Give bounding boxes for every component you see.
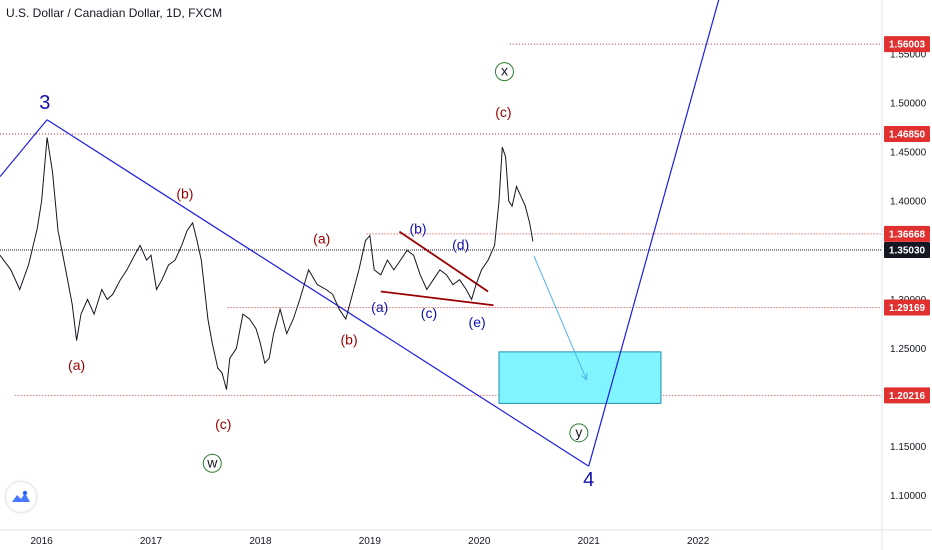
y-tick-label: 1.50000 [890, 99, 927, 110]
chart-title: U.S. Dollar / Canadian Dollar, 1D, FXCM [6, 6, 223, 20]
price-badge-label: 1.35030 [889, 245, 926, 256]
target-zone-box[interactable] [498, 351, 662, 404]
y-tick-label: 1.40000 [890, 197, 927, 208]
price-badge[interactable] [884, 36, 930, 53]
trend-lines [0, 0, 726, 467]
y-tick-label: 1.15000 [890, 442, 927, 453]
price-badge-label: 1.36668 [889, 229, 926, 240]
wave-label: (a) [313, 231, 330, 247]
wave-label: (c) [421, 305, 437, 321]
wave-label: y [575, 424, 582, 440]
wave-label: 4 [583, 469, 594, 491]
wave-label: (c) [495, 104, 511, 120]
wave-label: (c) [215, 416, 231, 432]
wave-channel-line[interactable] [0, 119, 48, 178]
wave-label: 3 [39, 92, 50, 114]
price-axis: 1.550001.500001.450001.400001.350001.300… [882, 0, 932, 530]
price-badge-label: 1.29169 [889, 303, 926, 314]
wave-label: w [206, 454, 218, 470]
y-tick-label: 1.25000 [890, 344, 927, 355]
x-tick-label: 2019 [359, 536, 382, 547]
wave-labels: 3 (a) (b) (c) w (a) (b) (a) (b) (c) (d) (e) (c) x y 4 [39, 62, 594, 491]
wave-circle-marker [569, 423, 589, 443]
x-tick-label: 2018 [249, 536, 272, 547]
wave-label: (b) [409, 221, 426, 237]
y-tick-label: 1.10000 [890, 491, 927, 502]
x-tick-label: 2016 [30, 536, 53, 547]
x-tick-label: 2020 [468, 536, 491, 547]
wave-circle-marker [494, 62, 514, 82]
y-tick-label: 1.55000 [890, 49, 927, 60]
price-badge[interactable] [884, 241, 930, 258]
triangle-trend-line[interactable] [380, 290, 494, 307]
wave-channel-line[interactable] [46, 119, 590, 467]
wave-channel-line[interactable] [588, 0, 726, 467]
wave-label: (a) [68, 357, 85, 373]
price-badge[interactable] [884, 225, 930, 242]
triangle-trend-line[interactable] [398, 230, 489, 293]
price-badge[interactable] [884, 125, 930, 142]
projection-arrow-shaft[interactable] [533, 255, 588, 381]
price-series-line [0, 137, 534, 390]
y-tick-label: 1.45000 [890, 148, 927, 159]
wave-label: (b) [341, 332, 358, 348]
x-tick-label: 2022 [687, 536, 710, 547]
projection-arrow-layer [533, 255, 588, 381]
x-tick-label: 2017 [140, 536, 163, 547]
price-badge-label: 1.46850 [889, 129, 926, 140]
projection-arrow-head [580, 372, 588, 381]
target-zone-layer [498, 351, 662, 404]
wave-circle-marker [202, 453, 222, 473]
wave-label: (d) [452, 236, 469, 252]
price-badge[interactable] [884, 299, 930, 316]
wave-label: (e) [469, 314, 486, 330]
price-badge-label: 1.56003 [889, 40, 926, 51]
price-badge-label: 1.20216 [889, 391, 926, 402]
horizontal-levels [0, 43, 882, 396]
wave-label: (a) [371, 299, 388, 315]
x-tick-label: 2021 [578, 536, 601, 547]
wave-label: (b) [176, 185, 193, 201]
price-badge[interactable] [884, 387, 930, 404]
wave-label: x [501, 63, 508, 79]
tradingview-logo-icon[interactable] [6, 482, 36, 512]
